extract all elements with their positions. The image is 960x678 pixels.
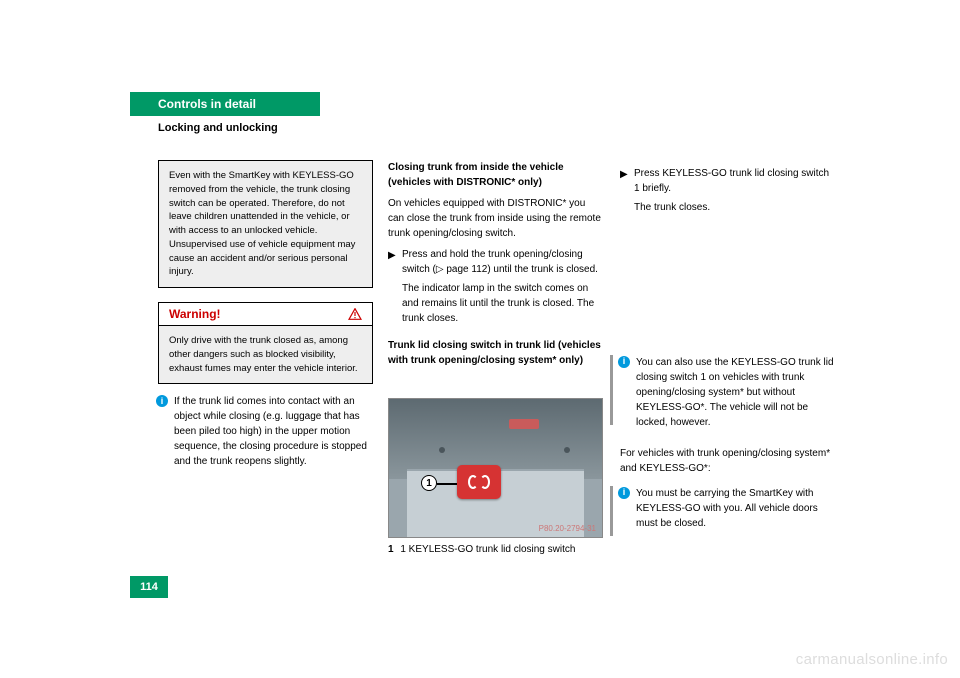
figure-switch-symbol (464, 472, 494, 492)
page-number: 114 (130, 576, 168, 598)
info-icon: i (618, 487, 630, 499)
mid-subheading: Trunk lid closing switch in trunk lid (v… (388, 338, 603, 368)
right-note-2: i You must be carrying the SmartKey with… (620, 486, 835, 531)
mid-action-text: Press and hold the trunk opening/closing… (402, 249, 598, 275)
right-action-result: The trunk closes. (620, 200, 835, 215)
right-note-2-text: You must be carrying the SmartKey with K… (636, 488, 818, 529)
figure-arc-right-icon (480, 475, 490, 489)
mid-heading: Closing trunk from inside the vehicle (v… (388, 160, 603, 190)
right-note-1: i You can also use the KEYLESS-GO trunk … (620, 355, 835, 430)
action-marker-icon: ▶ (620, 167, 628, 182)
right-action-text: Press KEYLESS-GO trunk lid closing switc… (634, 168, 829, 194)
section-title: Controls in detail (158, 97, 256, 111)
warning-triangle-icon (348, 308, 362, 320)
figure-part-number: P80.20-2794-31 (539, 524, 596, 533)
info-icon: i (618, 356, 630, 368)
info-icon: i (156, 395, 168, 407)
mid-paragraph-1: On vehicles equipped with DISTRONIC* you… (388, 196, 603, 241)
caution-box: Even with the SmartKey with KEYLESS-GO r… (158, 160, 373, 288)
right-action: ▶ Press KEYLESS-GO trunk lid closing swi… (620, 166, 835, 196)
watermark: carmanualsonline.info (796, 651, 948, 668)
trunk-switch-figure: 1 P80.20-2794-31 (388, 398, 603, 538)
figure-bumper-dot (439, 447, 445, 453)
note-sidebar-bar (610, 486, 613, 536)
warning-body: Only drive with the trunk closed as, amo… (169, 335, 358, 374)
note-sidebar-bar (610, 355, 613, 425)
action-marker-icon: ▶ (388, 248, 396, 263)
right-column: ▶ Press KEYLESS-GO trunk lid closing swi… (620, 160, 835, 531)
warning-box: Only drive with the trunk closed as, amo… (158, 325, 373, 384)
section-header: Controls in detail (130, 92, 320, 116)
caution-text: Even with the SmartKey with KEYLESS-GO r… (169, 170, 355, 277)
figure-callout-line (437, 483, 457, 485)
figure-closing-switch (457, 465, 501, 499)
right-note-1-text: You can also use the KEYLESS-GO trunk li… (636, 357, 834, 428)
figure-third-brake-light (509, 419, 539, 429)
right-paragraph-2: For vehicles with trunk opening/closing … (620, 446, 835, 476)
figure-bumper-dot (564, 447, 570, 453)
mid-action: ▶ Press and hold the trunk opening/closi… (388, 247, 603, 277)
note-block: i If the trunk lid comes into contact wi… (158, 394, 373, 469)
warning-label: Warning! (169, 307, 221, 321)
section-subtitle: Locking and unlocking (158, 122, 278, 134)
warning-header: Warning! (158, 302, 373, 325)
mid-action-result: The indicator lamp in the switch comes o… (388, 281, 603, 326)
figure-caption: 1 1 KEYLESS-GO trunk lid closing switch (388, 544, 603, 555)
left-column: Even with the SmartKey with KEYLESS-GO r… (158, 160, 373, 469)
middle-column: Closing trunk from inside the vehicle (v… (388, 160, 603, 555)
note-text: If the trunk lid comes into contact with… (174, 396, 367, 467)
figure-arc-left-icon (468, 475, 478, 489)
figure-callout-number: 1 (421, 475, 437, 491)
